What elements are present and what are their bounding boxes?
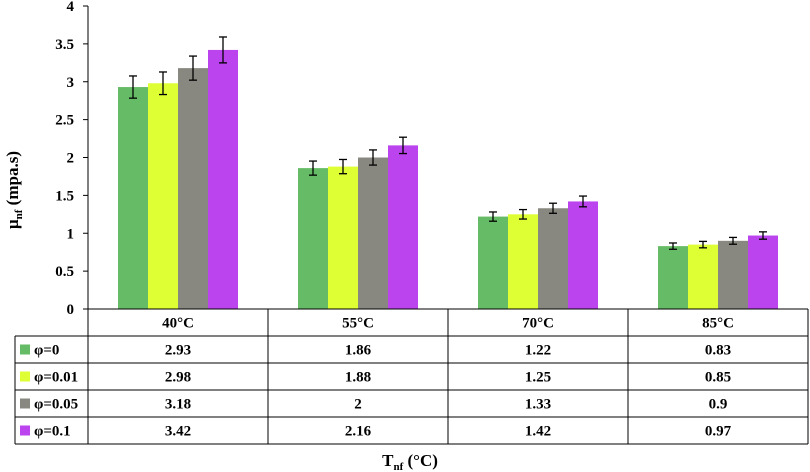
legend-label: φ=0.05 <box>34 397 78 413</box>
data-label: 1.42 <box>525 424 551 440</box>
legend-swatch <box>20 425 30 436</box>
data-label: 1.33 <box>525 397 551 413</box>
y-tick-label: 3 <box>67 75 75 91</box>
x-axis-title-unit: (°C) <box>403 451 438 470</box>
bar <box>508 214 538 309</box>
y-tick-label: 0 <box>67 302 75 318</box>
legend-label: φ=0.1 <box>34 424 71 440</box>
bar <box>388 145 418 309</box>
data-label: 2.16 <box>345 424 372 440</box>
y-tick-label: 1 <box>67 226 75 242</box>
y-axis-title-unit: (mpa.s) <box>3 151 22 210</box>
bar <box>118 87 148 310</box>
x-axis-title: Tnf (°C) <box>382 451 438 472</box>
category-label: 85°C <box>702 316 734 332</box>
bar <box>298 168 328 309</box>
bar <box>358 157 388 309</box>
y-tick-label: 2 <box>67 151 75 167</box>
bar <box>328 166 358 309</box>
data-label: 1.88 <box>345 370 371 386</box>
y-axis-title-sub: nf <box>13 209 25 219</box>
chart-bars <box>118 49 778 310</box>
legend-swatch <box>20 371 30 382</box>
bar <box>478 216 508 309</box>
bar <box>178 68 208 310</box>
data-label: 2 <box>354 397 362 413</box>
y-axis-title: μnf (mpa.s) <box>3 151 25 229</box>
data-label: 2.93 <box>165 343 191 359</box>
category-label: 40°C <box>162 316 194 332</box>
data-label: 3.42 <box>165 424 191 440</box>
y-tick-label: 0.5 <box>55 264 74 280</box>
legend-label: φ=0 <box>34 343 59 359</box>
y-tick-label: 3.5 <box>55 37 74 53</box>
legend-label: φ=0.01 <box>34 370 78 386</box>
bar <box>688 244 718 309</box>
bar <box>538 208 568 309</box>
x-axis-title-sub: nf <box>393 461 403 472</box>
data-label: 0.83 <box>705 343 731 359</box>
bar <box>718 240 748 309</box>
data-label: 0.85 <box>705 370 731 386</box>
y-axis-title-main: μ <box>3 219 22 229</box>
data-table: 40°C 55°C 70°C 85°C φ=0 2.93 1.86 1.22 0.83 φ=0.0… <box>14 308 809 445</box>
y-tick-label: 2.5 <box>55 113 74 129</box>
data-label: 0.9 <box>709 397 728 413</box>
bar <box>748 235 778 309</box>
data-label: 2.98 <box>165 370 191 386</box>
legend-swatch <box>20 398 30 409</box>
bar <box>208 49 238 310</box>
y-tick-label: 4 <box>67 0 75 15</box>
category-label: 55°C <box>342 316 374 332</box>
data-label: 1.25 <box>525 370 551 386</box>
y-tick-label: 1.5 <box>55 188 74 204</box>
chart-axes: 0 0.5 1 1.5 2 2.5 3 3.5 4 <box>55 0 89 318</box>
data-label: 1.86 <box>345 343 372 359</box>
data-label: 0.97 <box>705 424 732 440</box>
bar <box>658 246 688 309</box>
data-label: 1.22 <box>525 343 551 359</box>
data-label: 3.18 <box>165 397 191 413</box>
category-label: 70°C <box>522 316 554 332</box>
bar <box>148 83 178 309</box>
x-axis-title-main: T <box>382 451 394 470</box>
bar <box>568 201 598 309</box>
chart-error-bars <box>129 36 767 250</box>
legend-swatch <box>20 344 30 355</box>
